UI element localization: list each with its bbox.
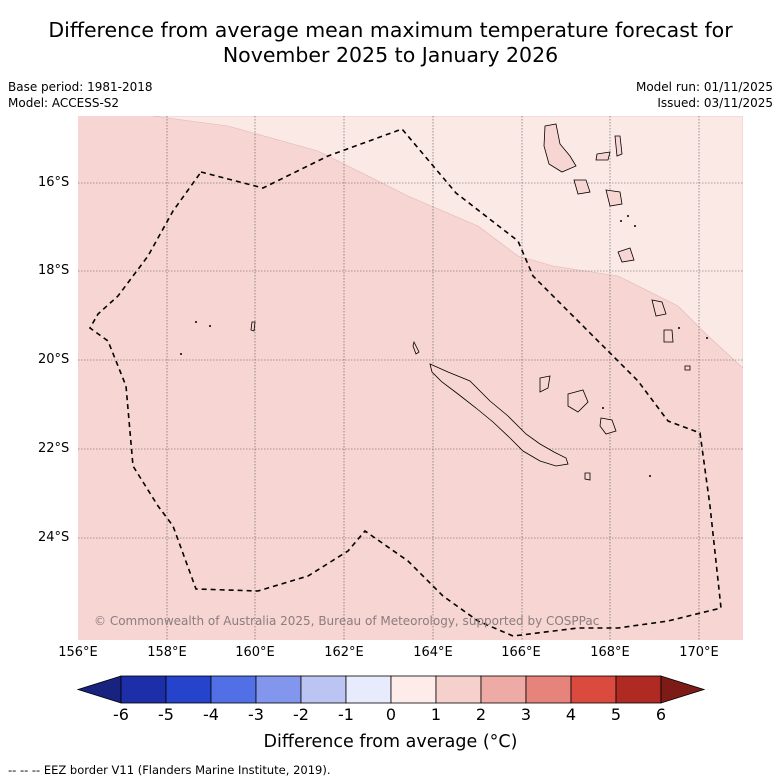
lat-label-24s: 24°S — [38, 530, 70, 545]
issued-date: Issued: 03/11/2025 — [657, 96, 773, 110]
small-islets — [180, 215, 708, 477]
cbar-tick-0: 0 — [385, 705, 397, 724]
lat-label-22s: 22°S — [38, 441, 70, 456]
cbar-tick-minus-4: -4 — [203, 705, 219, 724]
colorbar-bin-8 — [480, 675, 527, 704]
lon-label-162e: 162°E — [324, 645, 364, 660]
chesterfield-islet — [250, 321, 256, 332]
tanna — [651, 299, 667, 317]
colorbar-bin-11 — [615, 675, 662, 704]
colorbar-bin-6 — [390, 675, 437, 704]
colorbar-bin-3 — [255, 675, 302, 704]
cbar-tick-minus-2: -2 — [293, 705, 309, 724]
cbar-tick-1: 1 — [430, 705, 442, 724]
lat-label-20s: 20°S — [38, 352, 70, 367]
anomaly-fill-light — [152, 116, 743, 369]
colorbar-bin-0 — [120, 675, 167, 704]
colorbar-bin-5 — [345, 675, 392, 704]
ouvea-island — [539, 375, 551, 393]
new-caledonia-coast — [429, 363, 569, 467]
eez-border — [88, 128, 722, 637]
erromango — [617, 247, 635, 263]
colorbar-low-extension — [76, 675, 122, 704]
map-title: Difference from average mean maximum tem… — [0, 18, 781, 68]
lon-label-170e: 170°E — [679, 645, 719, 660]
colorbar-title: Difference from average (°C) — [263, 732, 518, 752]
cbar-tick-minus-5: -5 — [158, 705, 174, 724]
colorbar-bin-9 — [525, 675, 572, 704]
model-run: Model run: 01/11/2025 — [635, 80, 773, 94]
walpole-island — [584, 472, 591, 481]
cbar-tick-minus-3: -3 — [248, 705, 264, 724]
metadata-left: Base period: 1981-2018 Model: ACCESS-S2 — [8, 79, 153, 111]
cbar-tick-3: 3 — [520, 705, 532, 724]
base-period: Base period: 1981-2018 — [8, 80, 153, 94]
ambae — [595, 151, 611, 161]
matthew-island — [684, 365, 691, 371]
metadata-right: Model run: 01/11/2025 Issued: 03/11/2025 — [636, 79, 773, 111]
cbar-tick-4: 4 — [565, 705, 577, 724]
colorbar-bin-1 — [165, 675, 212, 704]
cbar-tick-minus-6: -6 — [113, 705, 129, 724]
copyright-notice: © Commonwealth of Australia 2025, Bureau… — [94, 614, 600, 628]
title-line-1: Difference from average mean maximum tem… — [48, 18, 733, 42]
lon-label-166e: 166°E — [501, 645, 541, 660]
title-line-2: November 2025 to January 2026 — [222, 43, 559, 67]
cbar-tick-6: 6 — [655, 705, 667, 724]
cbar-tick-minus-1: -1 — [338, 705, 354, 724]
lat-label-18s: 18°S — [38, 263, 70, 278]
eez-legend-note: -- -- -- EEZ border V11 (Flanders Marine… — [8, 763, 331, 777]
pentecost — [614, 135, 623, 157]
lat-label-16s: 16°S — [38, 175, 70, 190]
belep-islands — [412, 340, 420, 355]
lon-label-156e: 156°E — [58, 645, 98, 660]
colorbar-bin-7 — [435, 675, 482, 704]
anatom — [663, 329, 674, 343]
cbar-tick-2: 2 — [475, 705, 487, 724]
cbar-tick-5: 5 — [610, 705, 622, 724]
lon-label-164e: 164°E — [413, 645, 453, 660]
lifou-island — [567, 389, 589, 413]
colorbar-high-extension — [660, 675, 706, 704]
malekula — [573, 179, 591, 195]
coastlines — [250, 123, 691, 481]
map-panel — [78, 116, 743, 640]
model-name: Model: ACCESS-S2 — [8, 96, 120, 110]
colorbar-bin-2 — [210, 675, 257, 704]
graticule — [78, 116, 743, 640]
colorbar — [76, 675, 706, 704]
espiritu-santo — [543, 123, 577, 173]
lon-label-168e: 168°E — [590, 645, 630, 660]
mare-island — [599, 417, 617, 435]
lon-label-160e: 160°E — [235, 645, 275, 660]
colorbar-bin-4 — [300, 675, 347, 704]
lon-label-158e: 158°E — [147, 645, 187, 660]
colorbar-bin-10 — [570, 675, 617, 704]
efate — [605, 189, 623, 207]
